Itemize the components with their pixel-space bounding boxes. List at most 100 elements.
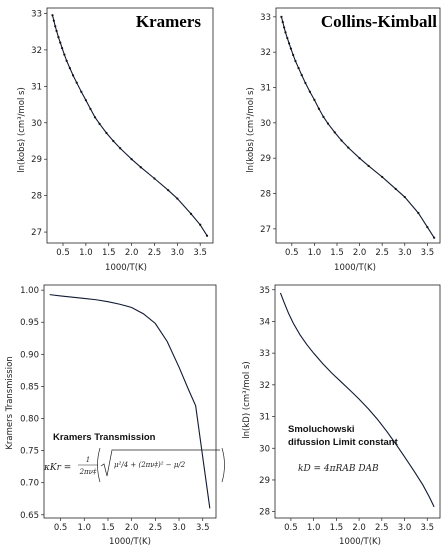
y-tick-label: 28 bbox=[259, 508, 270, 518]
x-tick-label: 3.0 bbox=[398, 523, 412, 533]
x-tick-label: 2.0 bbox=[352, 523, 366, 533]
series-layer bbox=[49, 294, 211, 509]
x-axis-label: 1000/T(K) bbox=[105, 263, 147, 273]
formula-close-paren bbox=[221, 447, 225, 483]
y-tick-label: 31 bbox=[31, 82, 42, 92]
data-point bbox=[333, 131, 336, 134]
data-point bbox=[300, 74, 303, 77]
data-point bbox=[112, 139, 115, 143]
data-point bbox=[304, 81, 307, 85]
x-tick-label: 3.0 bbox=[172, 523, 186, 533]
formula-sqrt-term: μ²/4 + (2πν‡)² − μ/2 bbox=[114, 461, 186, 469]
data-point bbox=[381, 175, 384, 179]
annotation-label-line1: Smoluchowski bbox=[288, 424, 355, 435]
formula-fraction-denominator: 2πν‡ bbox=[79, 468, 97, 476]
x-tick-label: 3.5 bbox=[196, 523, 210, 533]
y-tick-label: 30 bbox=[259, 444, 270, 454]
x-axis-label: 1000/T(K) bbox=[339, 537, 381, 547]
data-point bbox=[84, 99, 87, 102]
x-tick-label: 3.5 bbox=[193, 248, 207, 258]
data-point bbox=[55, 29, 58, 33]
y-axis-label: ln(kobs) (cm³/mol s) bbox=[17, 87, 27, 173]
y-tick-label: 0.70 bbox=[20, 479, 39, 489]
data-point bbox=[322, 115, 325, 118]
data-point bbox=[417, 211, 420, 215]
data-point bbox=[176, 197, 179, 200]
y-axis-label: ln(kobs) (cm³/mol s) bbox=[246, 87, 256, 173]
data-point bbox=[394, 187, 397, 191]
y-tick-label: 0.90 bbox=[20, 350, 39, 360]
y-tick-label: 33 bbox=[31, 9, 42, 19]
series-layer bbox=[280, 15, 436, 239]
data-point bbox=[89, 107, 92, 111]
formula-lhs: κKr = bbox=[43, 463, 71, 473]
data-point bbox=[105, 131, 108, 135]
formula-annotation: Kramers Transmission κKr = 1 2πν‡ μ²/4 +… bbox=[43, 432, 225, 483]
y-tick-label: 35 bbox=[259, 286, 270, 296]
data-point bbox=[60, 46, 64, 50]
annotation-formula: kD = 4πRAB DAB bbox=[298, 464, 379, 474]
data-point bbox=[340, 139, 343, 142]
data-point bbox=[205, 234, 209, 237]
y-tick-label: 32 bbox=[259, 381, 270, 391]
x-tick-label: 2.5 bbox=[375, 248, 389, 258]
y-tick-label: 31 bbox=[260, 84, 271, 94]
series-layer bbox=[51, 14, 209, 237]
plot-frame bbox=[43, 284, 217, 519]
data-point bbox=[93, 116, 97, 119]
data-point bbox=[358, 157, 361, 160]
data-point bbox=[63, 53, 66, 56]
x-tick-label: 1.5 bbox=[330, 248, 344, 258]
series-layer bbox=[279, 292, 435, 508]
panel-kramers: 0.5 1.0 1.5 2.0 2.5 3.0 3.5 27 28 29 30 31 32 33 Kram… bbox=[17, 7, 214, 273]
x-axis-label: 1000/T(K) bbox=[334, 263, 376, 273]
data-point bbox=[119, 147, 122, 150]
x-tick-label: 2.5 bbox=[148, 248, 162, 258]
x-tick-label: 1.5 bbox=[330, 523, 344, 533]
y-tick-label: 1.00 bbox=[20, 286, 39, 296]
x-axis-label: 1000/T(K) bbox=[109, 537, 151, 547]
data-point bbox=[347, 146, 350, 149]
x-tick-label: 0.5 bbox=[54, 523, 68, 533]
series-line bbox=[280, 16, 435, 238]
data-point bbox=[288, 42, 291, 45]
data-point bbox=[189, 212, 193, 215]
x-tick-label: 3.0 bbox=[171, 248, 185, 258]
y-tick-label: 30 bbox=[31, 119, 42, 129]
x-tick-label: 3.0 bbox=[398, 248, 412, 258]
x-tick-label: 2.0 bbox=[125, 248, 139, 258]
y-tick-label: 33 bbox=[259, 349, 270, 359]
x-tick-label: 1.0 bbox=[79, 248, 93, 258]
y-axis-label: ln(kD) (cm³/mol s) bbox=[242, 361, 252, 438]
data-point bbox=[80, 90, 83, 93]
data-point bbox=[297, 66, 300, 70]
y-tick-label: 28 bbox=[260, 190, 271, 200]
formula-annotation: Smoluchowski difussion Limit constant kD… bbox=[288, 424, 399, 474]
data-point bbox=[367, 164, 370, 168]
data-point bbox=[317, 107, 321, 110]
y-tick-label: 30 bbox=[260, 119, 271, 129]
data-point bbox=[57, 36, 60, 39]
data-point bbox=[283, 26, 286, 29]
data-point bbox=[59, 41, 62, 44]
x-tick-label: 3.5 bbox=[421, 248, 435, 258]
data-point bbox=[281, 21, 284, 24]
x-tick-label: 1.0 bbox=[78, 523, 92, 533]
y-tick-label: 0.85 bbox=[20, 382, 39, 392]
data-point bbox=[153, 177, 156, 180]
data-point bbox=[286, 36, 289, 40]
y-tick-label: 28 bbox=[31, 192, 42, 202]
data-point bbox=[71, 74, 75, 77]
panel-smoluchowski: 0.5 1.0 1.5 2.0 2.5 3.0 3.5 28 29 30 31 32 33 34 35 10… bbox=[242, 284, 441, 547]
data-point bbox=[199, 223, 202, 226]
formula-fraction-numerator: 1 bbox=[86, 456, 90, 464]
y-tick-label: 0.80 bbox=[20, 415, 39, 425]
data-point bbox=[167, 189, 170, 192]
y-tick-label: 27 bbox=[260, 225, 271, 235]
data-point bbox=[130, 158, 133, 161]
panel-collins-kimball: 0.5 1.0 1.5 2.0 2.5 3.0 3.5 27 28 29 30 31 32 33 Coll… bbox=[246, 7, 441, 273]
panel-kramers-transmission: 0.5 1.0 1.5 2.0 2.5 3.0 3.5 0.65 0.70 0.75 0.80 0.8… bbox=[5, 284, 225, 547]
series-line bbox=[279, 292, 435, 508]
x-tick-label: 0.5 bbox=[285, 248, 299, 258]
